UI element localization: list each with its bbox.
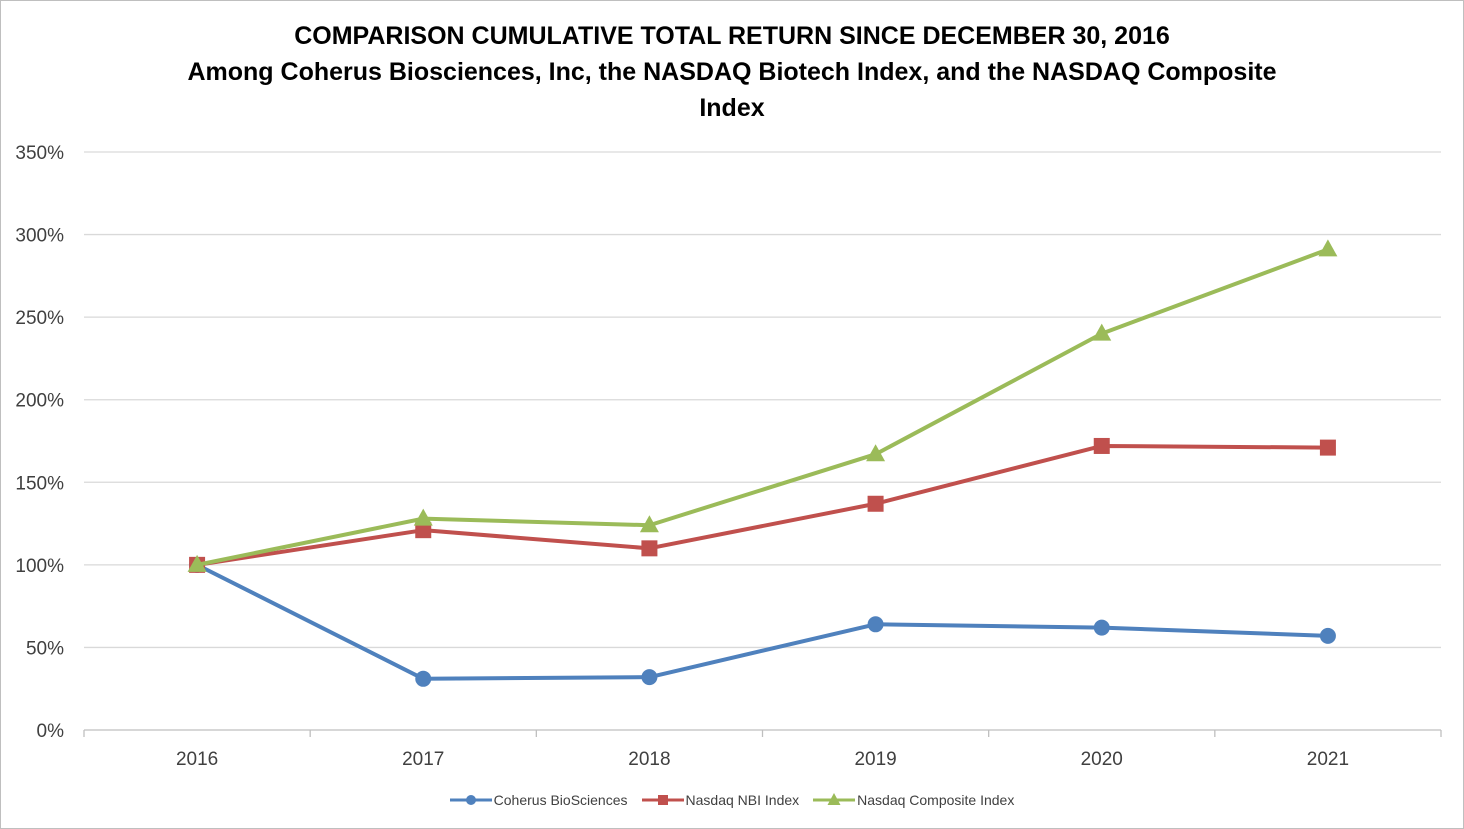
y-tick-label: 250% <box>15 308 64 329</box>
data-point <box>1319 439 1336 456</box>
legend-swatch <box>449 795 492 805</box>
series-line-0 <box>196 563 1328 681</box>
legend-swatch <box>641 795 684 805</box>
y-tick-label: 150% <box>15 473 64 494</box>
x-tick-label: 2017 <box>402 749 444 770</box>
chart-title-line-2: Among Coherus Biosciences, Inc, the NASD… <box>187 58 1277 86</box>
data-point <box>639 515 659 533</box>
legend-swatch <box>813 793 856 805</box>
legend-item: Nasdaq Composite Index <box>813 792 1014 808</box>
data-point <box>1093 619 1110 636</box>
data-point <box>1318 239 1338 257</box>
data-point <box>187 554 207 572</box>
data-point <box>1092 323 1112 341</box>
y-tick-label: 0% <box>37 721 65 742</box>
chart-title-line-1: COMPARISON CUMULATIVE TOTAL RETURN SINCE… <box>294 22 1170 50</box>
legend-label: Coherus BioSciences <box>493 792 628 808</box>
legend-item: Coherus BioSciences <box>449 792 628 808</box>
y-tick-label: 50% <box>26 638 64 659</box>
chart-title-line-3: Index <box>699 94 765 122</box>
y-tick-label: 300% <box>15 226 64 247</box>
data-point <box>1319 627 1336 644</box>
chart-title: COMPARISON CUMULATIVE TOTAL RETURN SINCE… <box>0 18 1464 126</box>
data-point <box>641 669 658 686</box>
x-tick-label: 2018 <box>628 749 670 770</box>
y-tick-label: 100% <box>15 556 64 577</box>
series-line-1 <box>196 443 1328 567</box>
legend-label: Nasdaq NBI Index <box>685 792 800 808</box>
y-tick-label: 200% <box>15 391 64 412</box>
data-point <box>867 495 884 512</box>
data-point <box>415 670 432 687</box>
x-tick-label: 2021 <box>1307 749 1349 770</box>
legend-label: Nasdaq Composite Index <box>857 792 1015 808</box>
data-point <box>867 616 884 633</box>
data-point <box>1093 437 1110 454</box>
legend-item: Nasdaq NBI Index <box>641 792 800 808</box>
data-point <box>413 508 433 526</box>
x-tick-label: 2016 <box>176 749 218 770</box>
data-point <box>641 540 658 557</box>
x-tick-label: 2019 <box>854 749 896 770</box>
legend: Coherus BioSciences Nasdaq NBI Index Nasda… <box>0 788 1464 812</box>
y-tick-label: 350% <box>15 143 64 164</box>
x-tick-label: 2020 <box>1081 749 1123 770</box>
data-point <box>415 522 432 539</box>
series-line-2 <box>196 247 1329 567</box>
data-point <box>866 444 886 462</box>
